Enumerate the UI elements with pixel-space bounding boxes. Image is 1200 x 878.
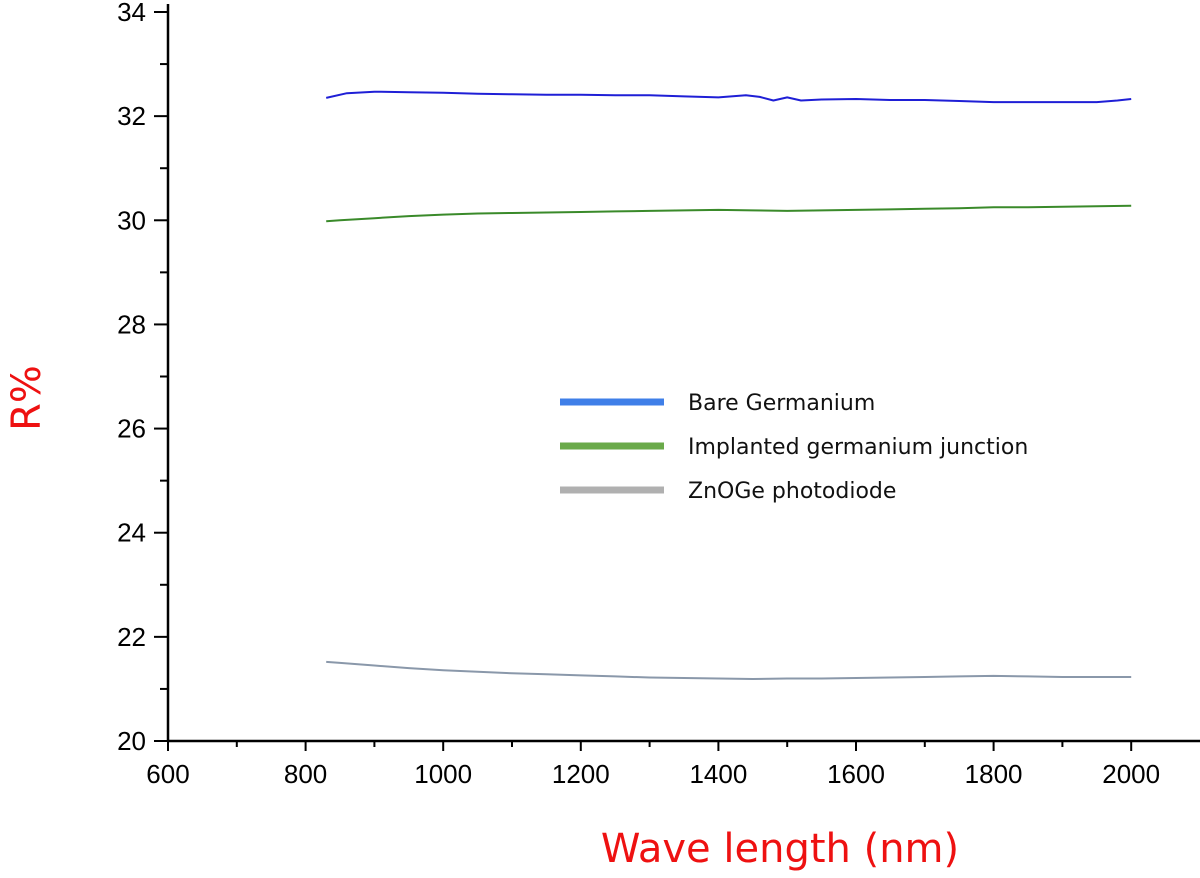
axes: 600 800 1000 1200 1400 1600 1800 2000 20 22 24 26 28…: [117, 0, 1200, 789]
legend-label-1: Bare Germanium: [688, 391, 875, 416]
legend-label-2: Implanted germanium junction: [688, 435, 1028, 460]
x-tick-label: 800: [284, 759, 327, 789]
series-line-2: [326, 204, 1132, 223]
y-tick-label: 28: [117, 309, 146, 339]
x-tick-label: 600: [146, 759, 189, 789]
y-axis-title: R%: [4, 365, 50, 431]
series-layer: [325, 90, 1132, 680]
x-tick-label: 2000: [1102, 759, 1160, 789]
y-tick-label: 24: [117, 518, 146, 548]
x-tick-label: 1200: [552, 759, 610, 789]
y-tick-label: 20: [117, 726, 146, 756]
y-tick-label: 30: [117, 205, 146, 235]
x-tick-label: 1400: [689, 759, 747, 789]
x-axis-title: Wave length (nm): [601, 826, 959, 872]
y-tick-label: 32: [117, 101, 146, 131]
legend-label-3: ZnOGe photodiode: [688, 479, 896, 504]
series-line-3: [326, 660, 1132, 680]
x-tick-label: 1000: [414, 759, 472, 789]
legend: Bare Germanium Implanted germanium juncti…: [560, 391, 1028, 504]
y-tick-label: 34: [117, 0, 146, 27]
x-tick-label: 1800: [965, 759, 1023, 789]
y-tick-label: 22: [117, 622, 146, 652]
y-tick-label: 26: [117, 414, 146, 444]
series-line-1: [325, 90, 1132, 104]
x-tick-label: 1600: [827, 759, 885, 789]
